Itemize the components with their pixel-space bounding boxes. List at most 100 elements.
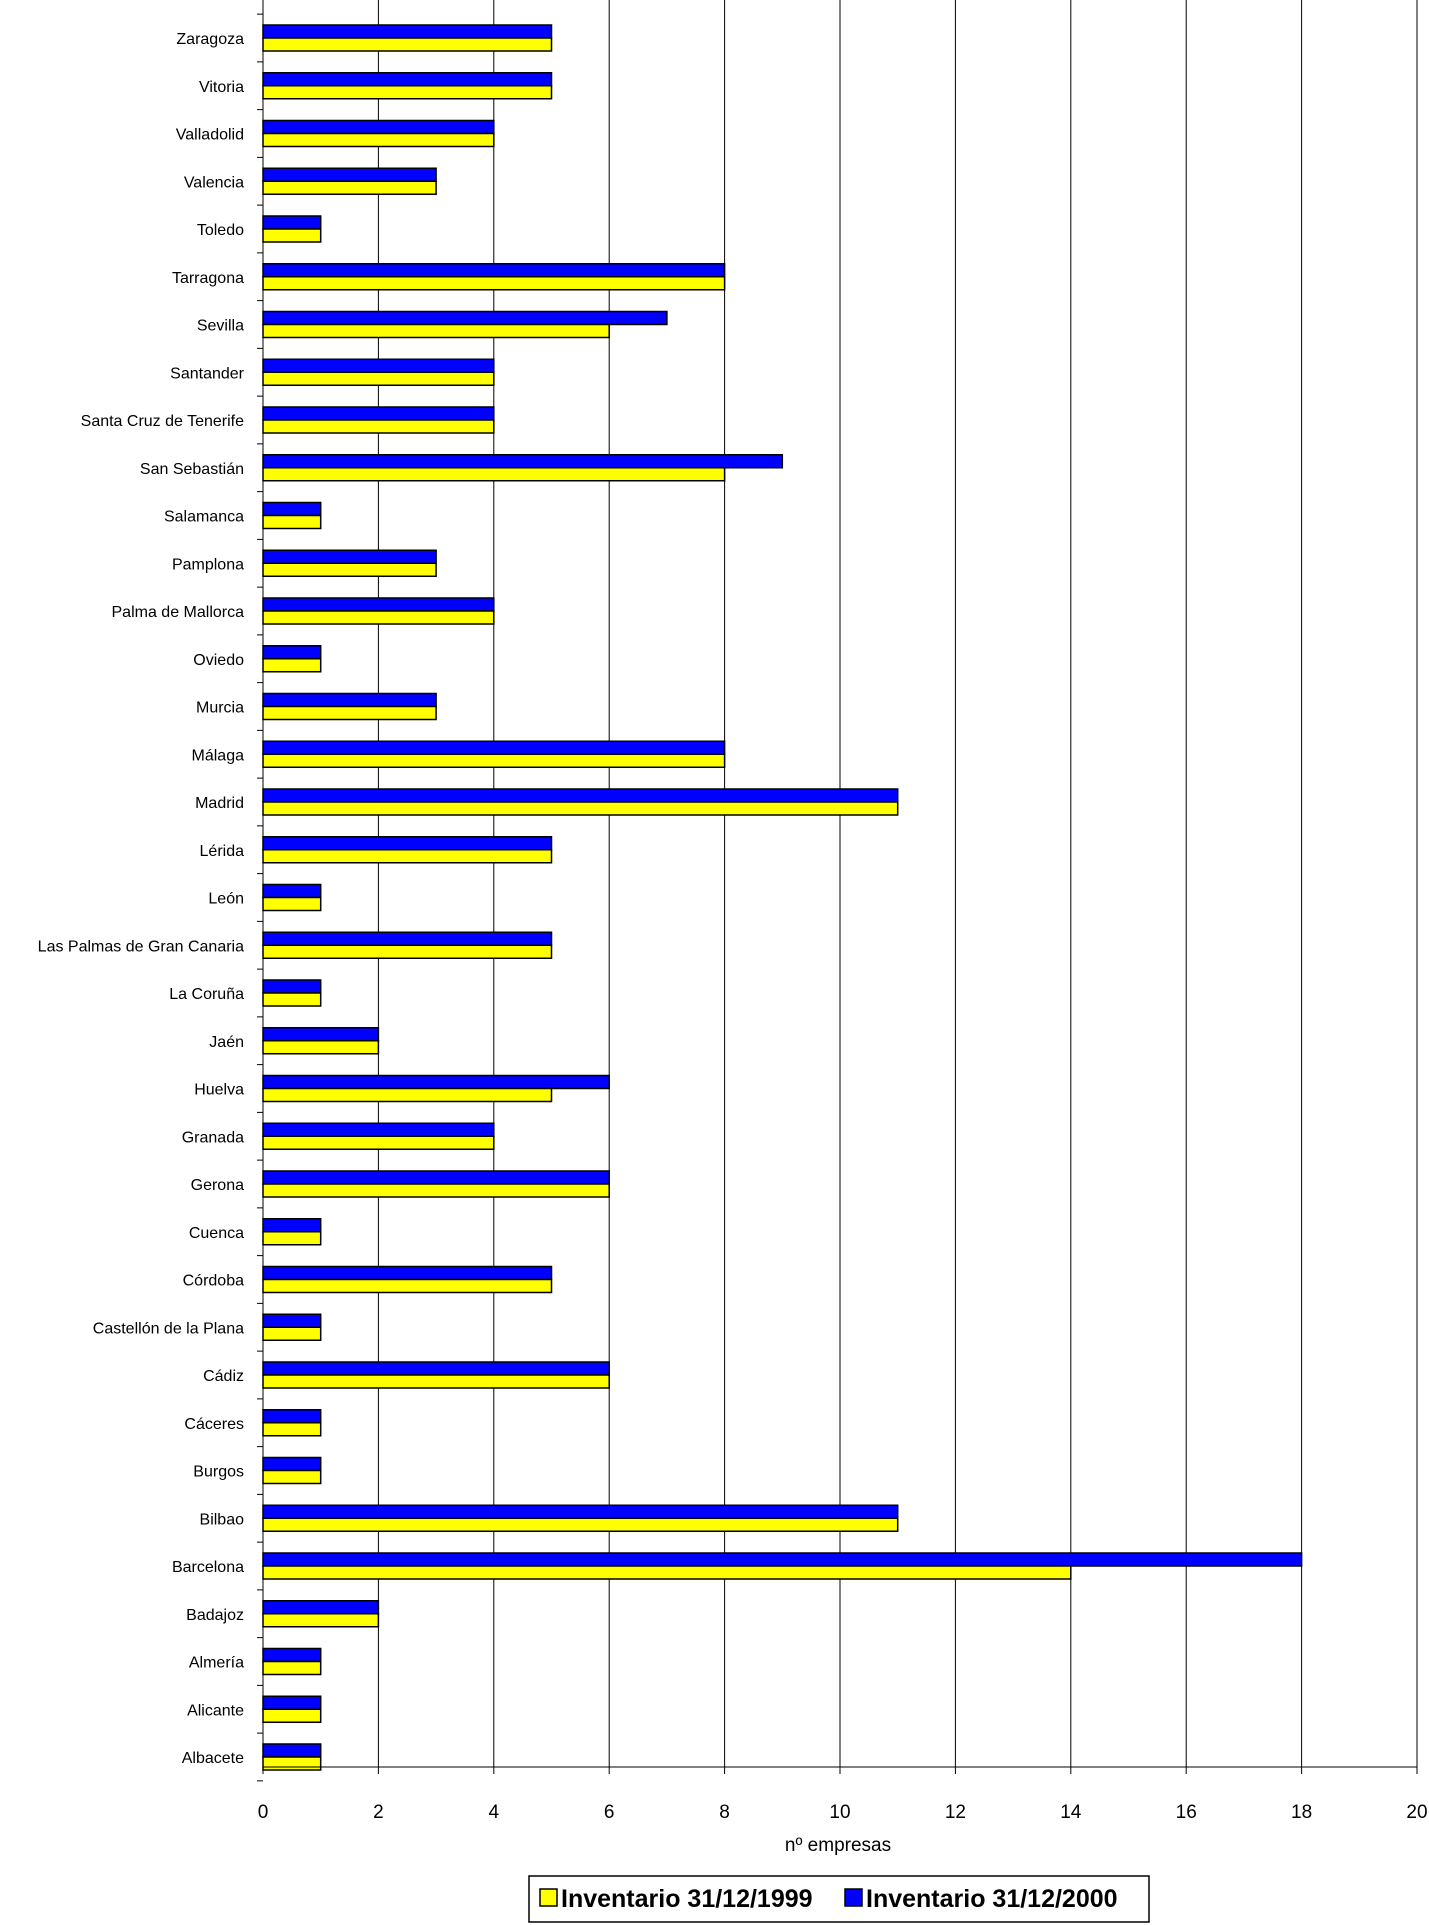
bar-inventario-2000 <box>262 979 322 994</box>
legend-swatch <box>844 1888 863 1907</box>
category-label: Madrid <box>195 795 244 812</box>
bar-inventario-2000 <box>262 692 437 708</box>
x-tick-label: 14 <box>1060 1802 1082 1823</box>
bar-inventario-1999 <box>262 896 322 912</box>
bar-inventario-1999 <box>262 323 610 339</box>
bar-inventario-2000 <box>262 740 726 755</box>
bar-inventario-1999 <box>262 228 322 243</box>
bar-inventario-2000 <box>262 263 726 278</box>
bar-inventario-2000 <box>262 310 668 326</box>
bar-inventario-2000 <box>262 215 322 230</box>
bar-inventario-2000 <box>262 1743 322 1758</box>
category-label: Salamanca <box>164 509 244 526</box>
bar-inventario-1999 <box>262 1422 322 1437</box>
bar-inventario-2000 <box>262 1313 322 1328</box>
category-label: Sevilla <box>197 318 244 335</box>
bar-inventario-1999 <box>262 371 495 386</box>
bar-inventario-2000 <box>262 645 322 660</box>
bar-inventario-2000 <box>262 1409 322 1424</box>
category-label: San Sebastián <box>140 461 244 478</box>
legend: Inventario 31/12/1999 Inventario 31/12/20… <box>528 1875 1150 1923</box>
bar-inventario-1999 <box>262 705 437 721</box>
bar-inventario-1999 <box>262 1087 553 1103</box>
bar-inventario-1999 <box>262 1613 380 1628</box>
bar-inventario-1999 <box>262 610 495 625</box>
x-tick-label: 16 <box>1176 1802 1197 1823</box>
bar-inventario-2000 <box>262 1122 495 1137</box>
bar-inventario-1999 <box>262 1469 322 1485</box>
category-label: Granada <box>182 1129 244 1146</box>
x-tick-label: 12 <box>945 1802 966 1823</box>
category-labels: Zaragoza Vitoria Valladolid Valencia Toledo T… <box>38 31 245 1767</box>
category-label: Valladolid <box>176 127 244 144</box>
bars <box>262 24 1303 1771</box>
category-label: Alicante <box>187 1702 244 1719</box>
category-label: Murcia <box>196 700 244 717</box>
bar-inventario-2000 <box>262 1504 899 1519</box>
category-label: Santa Cruz de Tenerife <box>81 413 244 430</box>
bar-inventario-2000 <box>262 1218 322 1233</box>
bar-inventario-1999 <box>262 180 437 195</box>
category-label: Pamplona <box>172 556 244 573</box>
category-label: Cádiz <box>203 1368 244 1385</box>
bar-inventario-1999 <box>262 801 899 816</box>
bar-inventario-1999 <box>262 1040 380 1055</box>
category-label: Huelva <box>194 1082 244 1099</box>
category-label: Albacete <box>182 1750 244 1767</box>
category-label: Lérida <box>200 843 245 860</box>
category-label: La Coruña <box>169 986 244 1003</box>
x-tick-label: 10 <box>829 1802 850 1823</box>
category-label: Almería <box>189 1655 244 1672</box>
bar-inventario-1999 <box>262 85 553 100</box>
bar-inventario-2000 <box>262 1552 1303 1567</box>
bar-inventario-2000 <box>262 24 553 39</box>
category-label: Castellón de la Plana <box>93 1320 244 1337</box>
x-tick-label: 18 <box>1291 1802 1312 1823</box>
x-tick-labels: 0 2 4 6 8 10 12 14 16 18 20 <box>258 1802 1428 1823</box>
bar-inventario-1999 <box>262 562 437 577</box>
category-label: Cuenca <box>189 1225 244 1242</box>
legend-label: Inventario 31/12/1999 <box>561 1885 813 1913</box>
bar-inventario-1999 <box>262 1326 322 1341</box>
bar-inventario-1999 <box>262 467 726 482</box>
bar-inventario-2000 <box>262 1170 610 1185</box>
bar-inventario-1999 <box>262 849 553 864</box>
category-label: Barcelona <box>172 1559 244 1576</box>
bar-inventario-2000 <box>262 1695 322 1710</box>
x-tick-label: 6 <box>604 1802 615 1823</box>
bar-inventario-2000 <box>262 119 495 135</box>
bar-inventario-1999 <box>262 276 726 291</box>
bar-inventario-2000 <box>262 358 495 373</box>
bar-inventario-1999 <box>262 1374 610 1389</box>
bar-inventario-1999 <box>262 514 322 530</box>
category-label: Gerona <box>191 1177 244 1194</box>
bar-inventario-2000 <box>262 1456 322 1472</box>
category-label: Toledo <box>197 222 244 239</box>
category-label: Valencia <box>184 174 244 191</box>
x-tick-label: 0 <box>258 1802 269 1823</box>
category-label: Málaga <box>192 747 245 764</box>
bar-inventario-1999 <box>262 1278 553 1294</box>
bar-inventario-1999 <box>262 1517 899 1532</box>
bar-inventario-1999 <box>262 1231 322 1246</box>
bar-inventario-2000 <box>262 883 322 899</box>
category-label: Jaén <box>209 1034 244 1051</box>
bar-inventario-1999 <box>262 1135 495 1150</box>
bar-inventario-2000 <box>262 788 899 803</box>
category-label: Cáceres <box>184 1416 244 1433</box>
x-axis-title: nº empresas <box>785 1835 891 1856</box>
category-label: Palma de Mallorca <box>112 604 245 621</box>
bar-inventario-2000 <box>262 501 322 517</box>
category-label: Córdoba <box>183 1273 244 1290</box>
bar-inventario-2000 <box>262 1361 610 1376</box>
gridlines <box>377 0 1418 1767</box>
bar-inventario-2000 <box>262 72 553 87</box>
category-label: Burgos <box>193 1464 244 1481</box>
bar-inventario-1999 <box>262 753 726 768</box>
bar-inventario-1999 <box>262 132 495 148</box>
x-tick-label: 4 <box>489 1802 500 1823</box>
category-label: Las Palmas de Gran Canaria <box>38 938 244 955</box>
category-label: Tarragona <box>172 270 244 287</box>
category-label: Vitoria <box>199 79 244 96</box>
bar-inventario-2000 <box>262 1074 610 1090</box>
